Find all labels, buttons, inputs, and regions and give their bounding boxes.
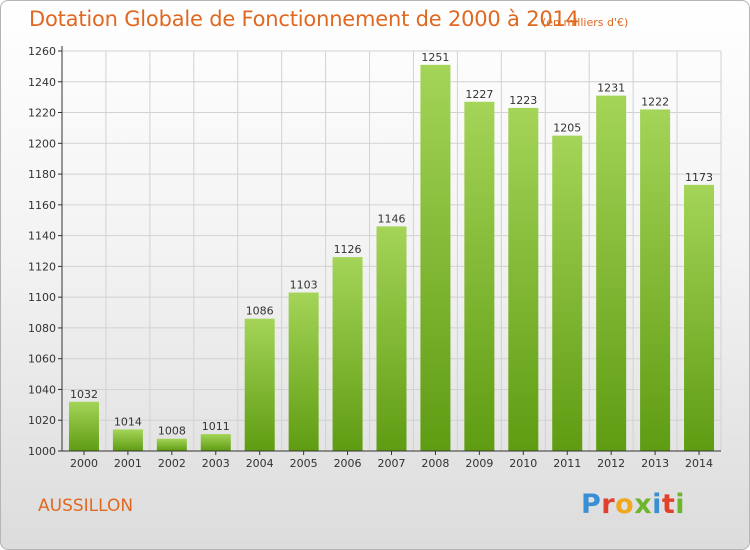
x-tick-label-2004: 2004 bbox=[246, 457, 274, 470]
bar-2010 bbox=[508, 107, 539, 451]
logo-letter: t bbox=[661, 489, 676, 520]
data-label-2010: 1223 bbox=[509, 94, 537, 107]
commune-name: AUSSILLON bbox=[38, 496, 134, 516]
data-label-2003: 1011 bbox=[202, 420, 230, 433]
x-tick-label-2012: 2012 bbox=[597, 457, 625, 470]
bar-2008 bbox=[420, 64, 451, 451]
y-tick-label: 1140 bbox=[28, 230, 56, 243]
data-label-2014: 1173 bbox=[685, 171, 713, 184]
bar-2001 bbox=[112, 429, 143, 451]
x-tick-label-2014: 2014 bbox=[685, 457, 713, 470]
logo-letter: P bbox=[581, 489, 602, 520]
logo-letter: r bbox=[601, 489, 616, 520]
bar-2002 bbox=[156, 438, 187, 451]
axes bbox=[58, 46, 721, 455]
x-tick-label-2002: 2002 bbox=[158, 457, 186, 470]
y-tick-label: 1160 bbox=[28, 199, 56, 212]
bar-2012 bbox=[596, 95, 627, 451]
bar-2007 bbox=[376, 226, 407, 451]
bar-2004 bbox=[244, 318, 275, 451]
logo-letter: x bbox=[634, 489, 653, 520]
data-label-2002: 1008 bbox=[158, 425, 186, 438]
bar-2000 bbox=[68, 401, 99, 451]
y-tick-label: 1100 bbox=[28, 291, 56, 304]
y-tick-label: 1220 bbox=[28, 107, 56, 120]
data-label-2007: 1146 bbox=[378, 212, 406, 225]
y-tick-label: 1040 bbox=[28, 383, 56, 396]
bar-2005 bbox=[288, 292, 319, 451]
x-tick-label-2010: 2010 bbox=[509, 457, 537, 470]
x-tick-label-2007: 2007 bbox=[378, 457, 406, 470]
data-label-2011: 1205 bbox=[553, 122, 581, 135]
y-tick-label: 1000 bbox=[28, 445, 56, 458]
bar-2006 bbox=[332, 257, 363, 451]
bars bbox=[68, 64, 715, 452]
x-tick-label-2003: 2003 bbox=[202, 457, 230, 470]
bar-2009 bbox=[464, 101, 495, 452]
y-tick-label: 1240 bbox=[28, 76, 56, 89]
bar-2003 bbox=[200, 434, 231, 451]
y-tick-label: 1020 bbox=[28, 414, 56, 427]
x-tick-label-2000: 2000 bbox=[70, 457, 98, 470]
data-label-2004: 1086 bbox=[246, 305, 274, 318]
y-tick-label: 1180 bbox=[28, 168, 56, 181]
x-tick-label-2011: 2011 bbox=[553, 457, 581, 470]
data-label-2013: 1222 bbox=[641, 95, 669, 108]
bar-2014 bbox=[684, 184, 715, 451]
data-label-2008: 1251 bbox=[421, 51, 449, 64]
y-tick-label: 1080 bbox=[28, 322, 56, 335]
data-label-2005: 1103 bbox=[290, 279, 318, 292]
x-tick-label-2008: 2008 bbox=[421, 457, 449, 470]
data-label-2000: 1032 bbox=[70, 388, 98, 401]
x-tick-label-2001: 2001 bbox=[114, 457, 142, 470]
proxiti-logo: Proxiti bbox=[581, 489, 685, 520]
labels: 1000 1020 1040 1060 1080 1100 1120 1140 1160 1180… bbox=[28, 45, 713, 470]
x-tick-label-2005: 2005 bbox=[290, 457, 318, 470]
logo-letter: i bbox=[652, 489, 662, 520]
bar-2013 bbox=[640, 109, 671, 451]
y-tick-label: 1060 bbox=[28, 353, 56, 366]
logo-letter: i bbox=[675, 489, 686, 520]
y-tick-label: 1200 bbox=[28, 137, 56, 150]
x-tick-label-2013: 2013 bbox=[641, 457, 669, 470]
x-tick-label-2006: 2006 bbox=[334, 457, 362, 470]
data-label-2001: 1014 bbox=[114, 415, 142, 428]
data-label-2012: 1231 bbox=[597, 82, 625, 95]
y-tick-label: 1120 bbox=[28, 260, 56, 273]
chart-subtitle: (en milliers d'€) bbox=[542, 16, 629, 29]
data-label-2009: 1227 bbox=[465, 88, 493, 101]
data-label-2006: 1126 bbox=[334, 243, 362, 256]
bar-2011 bbox=[552, 135, 583, 451]
chart-title: Dotation Globale de Fonctionnement de 20… bbox=[29, 7, 579, 31]
y-tick-label: 1260 bbox=[28, 45, 56, 58]
x-tick-label-2009: 2009 bbox=[465, 457, 493, 470]
logo-letter: o bbox=[615, 489, 635, 520]
